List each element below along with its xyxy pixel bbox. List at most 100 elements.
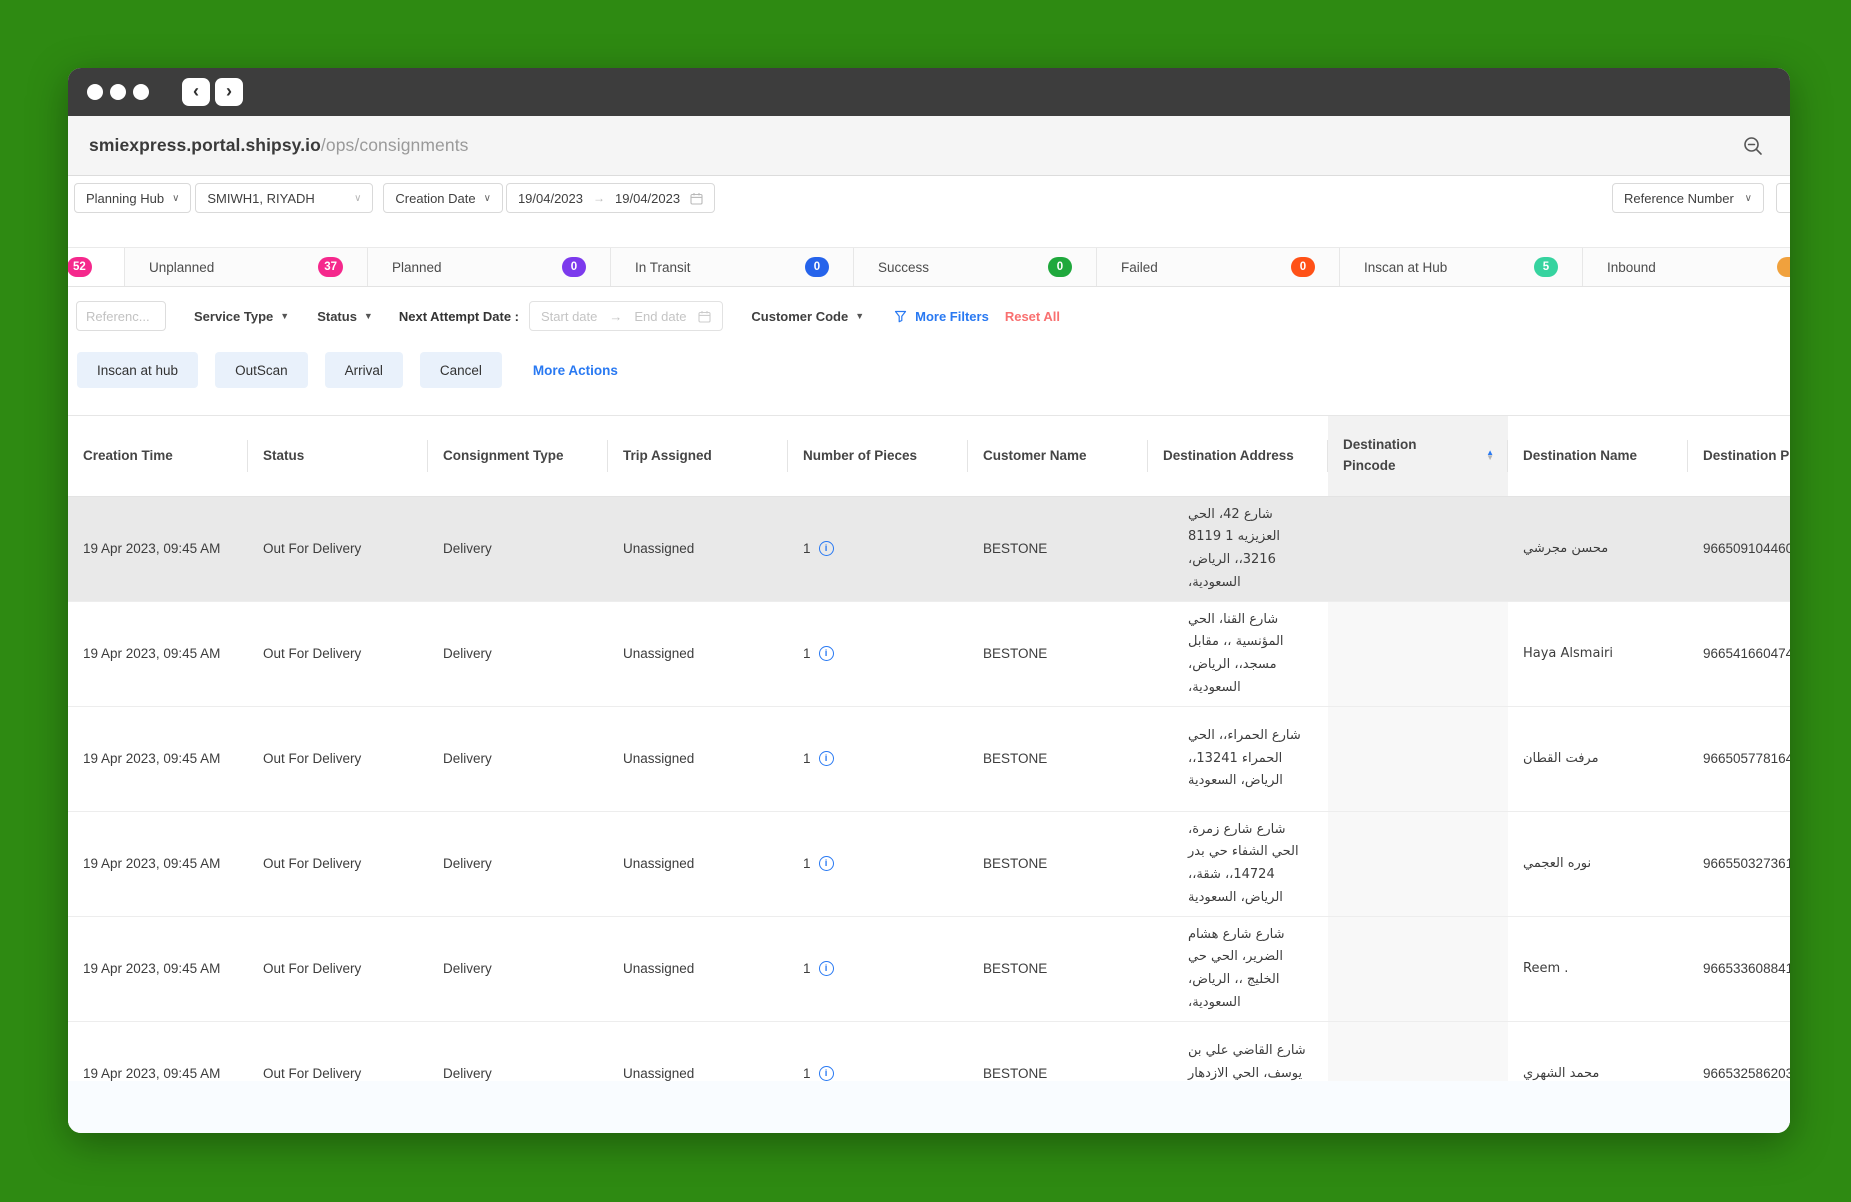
cell-destination-pincode <box>1328 917 1508 1021</box>
arrival-button[interactable]: Arrival <box>324 352 403 388</box>
table-header-row: Creation Time Status Consignment Type Tr… <box>68 415 1790 497</box>
cell-customer-name: BESTONE <box>983 645 1048 661</box>
chevron-down-icon: ∨ <box>354 192 362 204</box>
column-header-status[interactable]: Status <box>248 416 428 496</box>
cell-destination-phone: 966541660474 <box>1703 645 1790 661</box>
reference-search-input[interactable] <box>76 301 166 331</box>
cell-trip-assigned: Unassigned <box>623 1065 695 1081</box>
traffic-light-dot[interactable] <box>87 84 103 100</box>
filter-funnel-icon[interactable] <box>894 310 907 323</box>
next-attempt-date-range[interactable]: Start date → End date <box>529 301 724 331</box>
search-value-box[interactable] <box>1776 183 1790 213</box>
cell-status: Out For Delivery <box>263 1065 362 1081</box>
cell-customer-name: BESTONE <box>968 497 1148 601</box>
more-filters-link[interactable]: More Filters <box>915 308 989 324</box>
column-header-destination-address[interactable]: Destination Address <box>1148 416 1328 496</box>
status-tab[interactable]: 52 <box>68 248 125 286</box>
table-row[interactable]: 19 Apr 2023, 09:45 AM Out For Delivery D… <box>68 602 1790 707</box>
cell-creation-time: 19 Apr 2023, 09:45 AM <box>83 960 221 976</box>
cell-status: Out For Delivery <box>263 855 362 871</box>
tab-label: Failed <box>1121 259 1158 275</box>
column-header-destination-phone[interactable]: Destination Phone <box>1688 416 1790 496</box>
traffic-light-dot[interactable] <box>110 84 126 100</box>
tab-count-badge: 0 <box>805 257 829 277</box>
status-tab[interactable]: Unplanned 37 <box>125 248 368 286</box>
tab-label: In Transit <box>635 259 691 275</box>
column-header-destination-name[interactable]: Destination Name <box>1508 416 1688 496</box>
status-tab[interactable]: Failed 0 <box>1097 248 1340 286</box>
info-icon[interactable]: i <box>818 751 834 767</box>
cell-trip-assigned: Unassigned <box>623 645 695 661</box>
status-filter[interactable]: Status ▼ <box>317 308 373 324</box>
chevron-down-icon: ∨ <box>483 192 491 204</box>
more-actions-link[interactable]: More Actions <box>532 362 618 378</box>
browser-window: ‹ › smiexpress.portal.shipsy.io/ops/cons… <box>68 68 1790 1133</box>
table-row[interactable]: 19 Apr 2023, 09:45 AM Out For Delivery D… <box>68 917 1790 1022</box>
arrow-right-icon: → <box>593 191 606 205</box>
cell-destination-name: محسن مجرشي <box>1508 497 1688 601</box>
status-tab[interactable]: In Transit 0 <box>611 248 854 286</box>
cell-creation-time: 19 Apr 2023, 09:45 AM <box>83 1065 221 1081</box>
cell-number-of-pieces: 1 i <box>788 812 968 916</box>
forward-button[interactable]: › <box>215 78 243 106</box>
reset-all-link[interactable]: Reset All <box>1004 308 1060 324</box>
tab-count-badge: 0 <box>1048 257 1072 277</box>
creation-date-dropdown[interactable]: Creation Date ∨ <box>383 183 503 213</box>
info-icon[interactable]: i <box>818 961 834 977</box>
outscan-button[interactable]: OutScan <box>215 352 308 388</box>
cell-creation-time: 19 Apr 2023, 09:45 AM <box>83 750 221 766</box>
sort-icon[interactable]: ▲ ▼ <box>1486 448 1494 462</box>
end-date-placeholder: End date <box>634 308 687 324</box>
cell-destination-address: شارع القنا، الحي المؤنسية ،، مقابل مسجد،… <box>1188 611 1284 695</box>
status-tab[interactable]: Inbound <box>1583 248 1790 286</box>
url-text[interactable]: smiexpress.portal.shipsy.io/ops/consignm… <box>89 135 469 156</box>
start-date-placeholder: Start date <box>541 308 598 324</box>
tab-count-badge: 0 <box>562 257 586 277</box>
cell-destination-name: Reem . <box>1523 960 1569 976</box>
traffic-light-dot[interactable] <box>133 84 149 100</box>
table-row[interactable]: 19 Apr 2023, 09:45 AM Out For Delivery D… <box>68 812 1790 917</box>
cell-creation-time: 19 Apr 2023, 09:45 AM <box>83 855 221 871</box>
table-row[interactable]: 19 Apr 2023, 09:45 AM Out For Delivery D… <box>68 707 1790 812</box>
column-header-customer-name[interactable]: Customer Name <box>968 416 1148 496</box>
cell-destination-address: شارع 42، الحي العزيزيه 1 8119 3216،، الر… <box>1148 497 1328 601</box>
cell-number-of-pieces: 1 i <box>788 917 968 1021</box>
customer-code-filter[interactable]: Customer Code ▼ <box>751 308 865 324</box>
hub-select[interactable]: SMIWH1, RIYADH ∨ <box>195 183 374 213</box>
back-button[interactable]: ‹ <box>182 78 210 106</box>
caret-down-icon: ▼ <box>855 311 865 321</box>
column-header-creation-time[interactable]: Creation Time <box>68 416 248 496</box>
tab-count-badge: 5 <box>1534 257 1558 277</box>
actions-toolbar: Inscan at hub OutScan Arrival Cancel Mor… <box>68 352 1790 388</box>
cell-destination-pincode <box>1328 707 1508 811</box>
service-type-filter[interactable]: Service Type ▼ <box>194 308 290 324</box>
info-icon[interactable]: i <box>818 856 834 872</box>
status-tab[interactable]: Planned 0 <box>368 248 611 286</box>
zoom-out-icon[interactable] <box>1742 135 1764 157</box>
cell-status: Out For Delivery <box>263 960 362 976</box>
tab-count-badge <box>1777 257 1790 277</box>
table-row[interactable]: 19 Apr 2023, 09:45 AM Out For Delivery D… <box>68 497 1790 602</box>
cancel-button[interactable]: Cancel <box>419 352 502 388</box>
cell-trip-assigned: Unassigned <box>623 750 695 766</box>
status-tab[interactable]: Success 0 <box>854 248 1097 286</box>
creation-date-range[interactable]: 19/04/2023 → 19/04/2023 <box>505 183 716 213</box>
info-icon[interactable]: i <box>818 541 834 557</box>
planning-hub-label: Planning Hub <box>86 190 165 206</box>
planning-hub-dropdown[interactable]: Planning Hub ∨ <box>74 183 192 213</box>
forward-icon: › <box>226 81 232 101</box>
column-header-trip-assigned[interactable]: Trip Assigned <box>608 416 788 496</box>
reference-number-dropdown[interactable]: Reference Number ∨ <box>1612 183 1764 213</box>
column-header-number-of-pieces[interactable]: Number of Pieces <box>788 416 968 496</box>
info-icon[interactable]: i <box>818 646 834 662</box>
cell-destination-name: مرفت القطان <box>1523 750 1599 766</box>
cell-destination-phone: 966532586203 <box>1703 1065 1790 1081</box>
cell-customer-name: BESTONE <box>983 855 1048 871</box>
cell-destination-name: محمد الشهري <box>1523 1065 1600 1081</box>
inscan-at-hub-button[interactable]: Inscan at hub <box>77 352 199 388</box>
column-header-consignment-type[interactable]: Consignment Type <box>428 416 608 496</box>
column-header-destination-pincode[interactable]: Destination Pincode ▲ ▼ <box>1328 416 1508 496</box>
url-bar[interactable]: smiexpress.portal.shipsy.io/ops/consignm… <box>68 116 1790 176</box>
info-icon[interactable]: i <box>818 1066 834 1082</box>
status-tab[interactable]: Inscan at Hub 5 <box>1340 248 1583 286</box>
